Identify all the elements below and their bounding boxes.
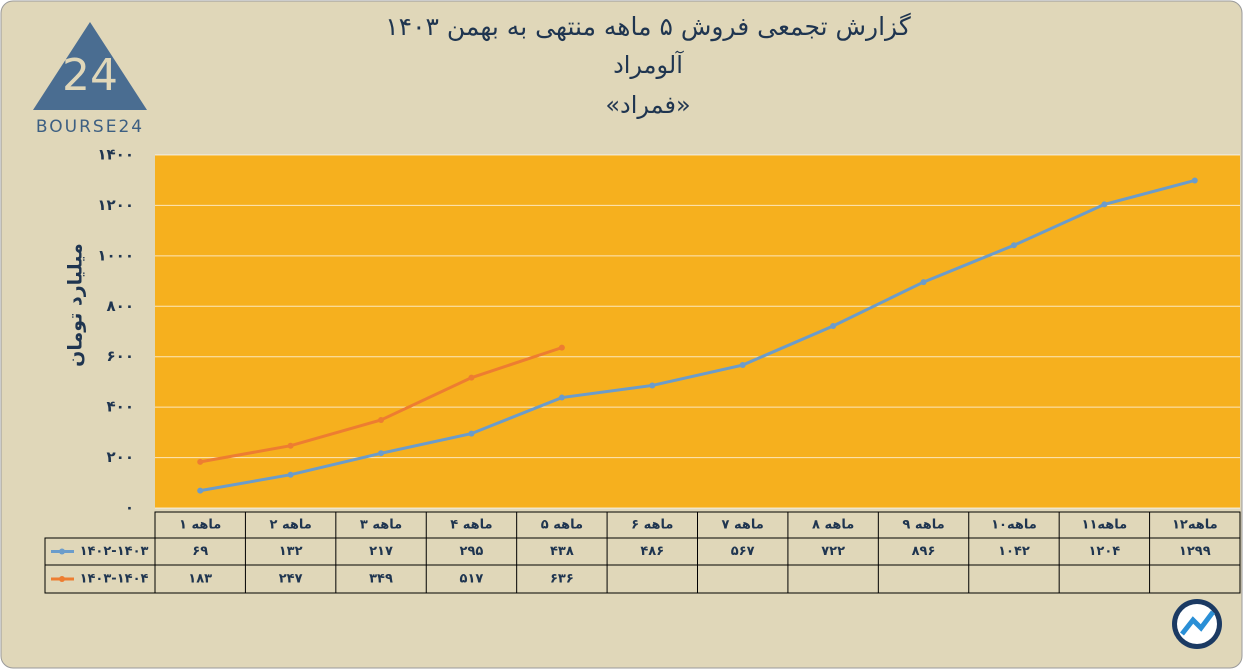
x-tick-label: ۷ ماهه	[722, 518, 764, 533]
plot-area	[155, 155, 1240, 508]
table-value: ۲۹۵	[460, 544, 484, 559]
y-axis-label: میلیارد تومان	[65, 243, 87, 367]
table-value: ۲۱۷	[369, 544, 393, 559]
y-tick-label: ۸۰۰	[107, 297, 134, 315]
y-tick-label: ۱۰۰۰	[97, 246, 134, 264]
table-value: ۲۴۷	[279, 572, 303, 587]
table-value: ۱۳۲	[279, 544, 303, 559]
y-tick-label: ۲۰۰	[107, 448, 134, 466]
x-tick-label: ۹ ماهه	[902, 518, 944, 533]
point	[649, 382, 656, 389]
point	[1010, 242, 1017, 249]
x-tick-label: ۸ ماهه	[812, 518, 854, 533]
y-tick-label: ۱۲۰۰	[97, 196, 134, 214]
point	[558, 344, 565, 351]
y-tick-label: ۶۰۰	[107, 347, 134, 365]
table-value: ۴۳۸	[550, 544, 574, 559]
table-value: ۱۲۹۹	[1179, 544, 1211, 559]
legend-marker	[59, 576, 65, 582]
y-tick-label: ۱۴۰۰	[97, 146, 134, 164]
y-tick-label: ۰	[125, 499, 134, 517]
point	[197, 487, 204, 494]
logo-triangle	[33, 22, 147, 110]
point	[287, 442, 294, 449]
legend-label: ۱۴۰۲-۱۴۰۳	[80, 544, 149, 559]
logo: 24 BOURSE24	[33, 22, 147, 137]
legend-label: ۱۴۰۳-۱۴۰۴	[80, 572, 149, 587]
symbol: «فمراد»	[605, 91, 690, 119]
table-value: ۴۸۶	[640, 544, 664, 559]
table-value: ۶۳۶	[550, 572, 574, 587]
point	[739, 362, 746, 369]
x-tick-label: ۲ ماهه	[269, 518, 311, 533]
table-value: ۱۲۰۴	[1089, 544, 1121, 559]
point	[830, 322, 837, 329]
point	[468, 374, 475, 381]
point	[468, 430, 475, 437]
point	[287, 471, 294, 478]
x-tick-label: ۱۲ماهه	[1172, 518, 1218, 533]
point	[1191, 177, 1198, 184]
table-value: ۱۰۴۲	[998, 544, 1030, 559]
point	[197, 458, 204, 465]
legend-marker	[59, 548, 65, 555]
logo-mark: 24	[62, 50, 118, 101]
table-value: ۷۲۲	[821, 544, 845, 559]
chart-title: گزارش تجمعی فروش ۵ ماهه منتهی به بهمن ۱۴…	[385, 12, 911, 42]
y-tick-label: ۴۰۰	[107, 398, 134, 416]
point	[378, 450, 385, 457]
table-value: ۶۹	[192, 544, 208, 559]
x-tick-label: ۶ ماهه	[631, 518, 673, 533]
brand: BOURSE24	[36, 117, 144, 137]
x-tick-label: ۴ ماهه	[450, 518, 492, 533]
table-value: ۵۶۷	[731, 544, 755, 559]
x-tick-label: ۱ ماهه	[179, 518, 221, 533]
point	[1101, 201, 1108, 208]
table-value: ۸۹۶	[912, 544, 936, 559]
table-value: ۱۸۳	[188, 572, 212, 587]
series-line	[199, 179, 1196, 493]
table-value: ۳۴۹	[369, 572, 393, 587]
x-tick-label: ۳ ماهه	[360, 518, 402, 533]
x-tick-label: ۵ ماهه	[541, 518, 583, 533]
point	[920, 279, 927, 286]
icon	[1172, 599, 1222, 649]
chart-subtitle: آلومراد	[613, 50, 684, 79]
point	[558, 394, 565, 401]
table-value: ۵۱۷	[460, 572, 484, 587]
x-tick-label: ۱۱ماهه	[1082, 518, 1128, 533]
point	[378, 417, 385, 424]
icon-arrow	[1180, 610, 1215, 636]
x-tick-label: ۱۰ماهه	[991, 518, 1037, 533]
